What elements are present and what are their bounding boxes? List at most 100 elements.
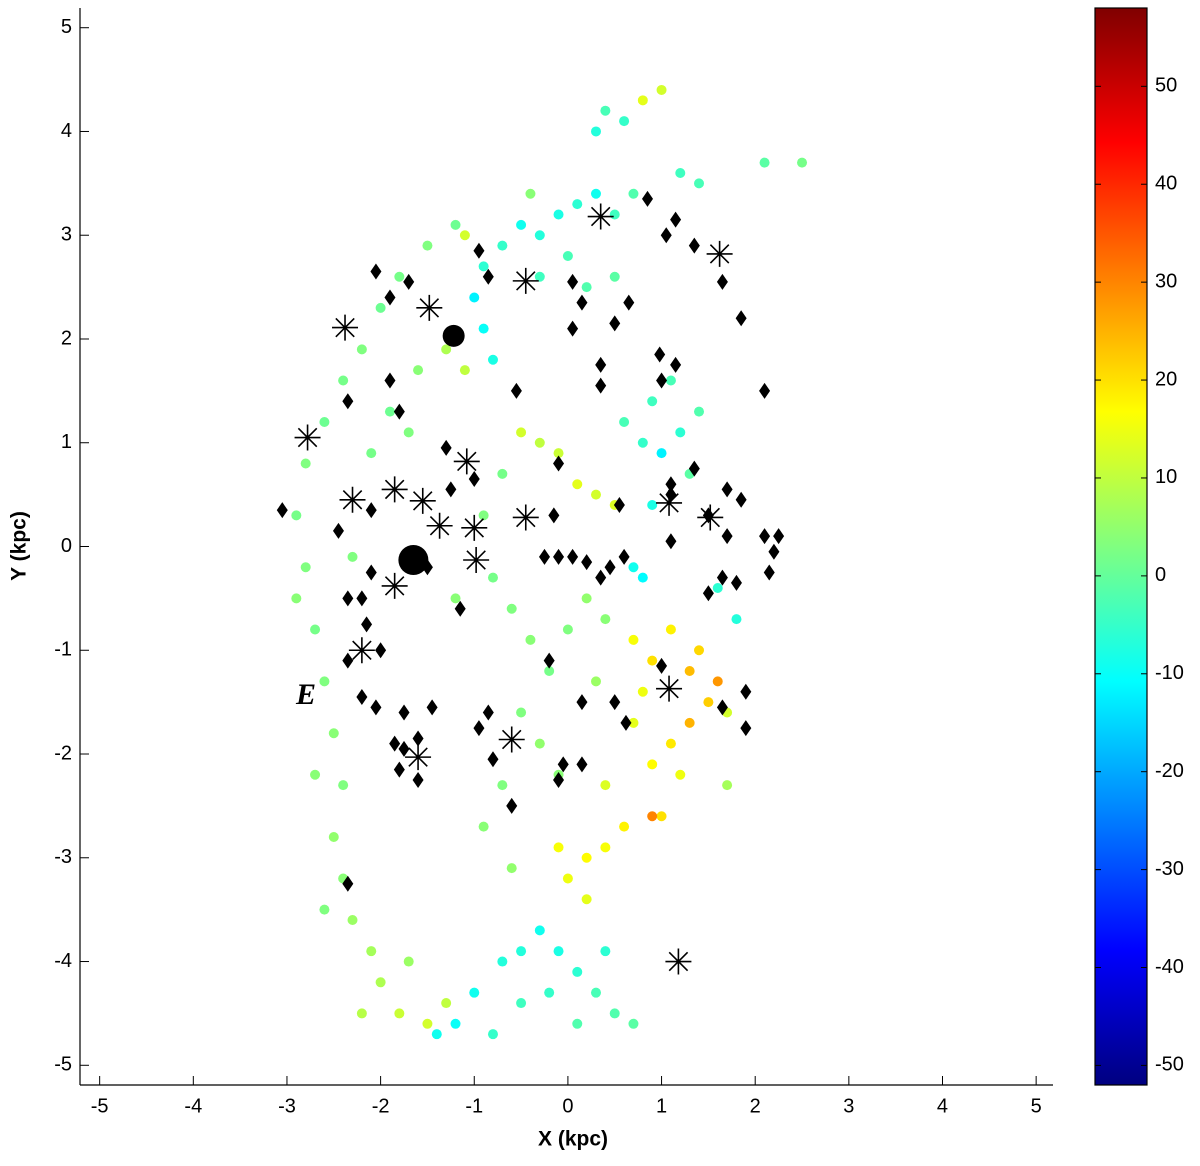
diamond-marker <box>342 590 354 607</box>
diamond-marker <box>613 496 625 513</box>
point <box>319 904 330 915</box>
point <box>338 375 349 386</box>
point <box>562 624 573 635</box>
asterisk-marker <box>463 546 490 573</box>
point <box>609 271 620 282</box>
asterisk-marker <box>587 203 614 230</box>
point <box>797 157 808 168</box>
point <box>619 116 630 127</box>
y-tick-label: 0 <box>61 535 72 557</box>
diamond-marker <box>445 481 457 498</box>
diamond-marker <box>454 600 466 617</box>
asterisk-marker <box>416 294 443 321</box>
point <box>628 1018 639 1029</box>
point <box>722 780 733 791</box>
point <box>497 468 508 479</box>
point <box>637 572 648 583</box>
asterisk-marker <box>512 267 539 294</box>
diamond-marker <box>670 211 682 228</box>
point <box>712 676 723 687</box>
diamond-marker <box>370 699 382 716</box>
point <box>516 946 527 957</box>
point <box>516 427 527 438</box>
diamond-marker <box>576 294 588 311</box>
y-tick-label: -2 <box>54 742 72 764</box>
point <box>487 354 498 365</box>
diamond-marker <box>721 481 733 498</box>
diamond-marker <box>412 771 424 788</box>
diamond-marker <box>356 688 368 705</box>
x-tick-label: -5 <box>91 1095 109 1117</box>
asterisk-marker <box>426 512 453 539</box>
point <box>356 1008 367 1019</box>
diamond-marker <box>365 564 377 581</box>
diamond-marker <box>604 559 616 576</box>
y-tick-label: 5 <box>61 16 72 38</box>
y-tick-label: -3 <box>54 846 72 868</box>
diamond-marker <box>716 569 728 586</box>
point <box>497 780 508 791</box>
point <box>600 842 611 853</box>
colorbar-tick-label: 50 <box>1155 75 1177 97</box>
x-tick-label: 1 <box>656 1095 667 1117</box>
asterisk-marker <box>332 314 359 341</box>
diamond-marker <box>576 694 588 711</box>
point <box>637 686 648 697</box>
diamond-marker <box>276 502 288 519</box>
point <box>356 344 367 355</box>
y-tick-label: -4 <box>54 950 72 972</box>
point <box>478 821 489 832</box>
x-tick-label: -2 <box>372 1095 390 1117</box>
point <box>459 365 470 376</box>
diamond-marker <box>716 699 728 716</box>
diamond-marker <box>759 382 771 399</box>
point <box>694 645 705 656</box>
point <box>291 593 302 604</box>
diamond-marker <box>735 491 747 508</box>
point <box>506 863 517 874</box>
point <box>422 1018 433 1029</box>
diamond-marker <box>403 273 415 290</box>
point <box>375 977 386 988</box>
diamond-marker <box>543 652 555 669</box>
point <box>553 448 564 459</box>
diamond-marker <box>660 227 672 244</box>
point <box>619 416 630 427</box>
diamond-marker <box>773 528 785 545</box>
asterisk-marker <box>512 504 539 531</box>
point <box>581 282 592 293</box>
point <box>534 437 545 448</box>
diamond-marker <box>618 548 630 565</box>
point <box>516 219 527 230</box>
diamond-marker <box>548 507 560 524</box>
diamond-marker <box>342 652 354 669</box>
annotation: E <box>295 678 316 711</box>
plot-area <box>276 84 808 1040</box>
colorbar-tick-label: -10 <box>1155 662 1184 684</box>
asterisk-marker <box>498 726 525 753</box>
diamond-marker <box>426 699 438 716</box>
point <box>665 624 676 635</box>
point <box>506 603 517 614</box>
point <box>431 1029 442 1040</box>
point <box>600 780 611 791</box>
point <box>553 209 564 220</box>
diamond-marker <box>740 683 752 700</box>
point <box>600 105 611 116</box>
asterisk-marker <box>706 240 733 267</box>
point <box>665 375 676 386</box>
asterisk-marker <box>381 476 408 503</box>
point <box>441 344 452 355</box>
point <box>562 250 573 261</box>
diamond-marker <box>356 590 368 607</box>
point <box>534 271 545 282</box>
point <box>450 1018 461 1029</box>
y-tick-label: 2 <box>61 327 72 349</box>
diamond-marker <box>506 797 518 814</box>
point <box>590 676 601 687</box>
point <box>759 157 770 168</box>
point <box>675 769 686 780</box>
x-tick-label: -1 <box>465 1095 483 1117</box>
point <box>413 365 424 376</box>
x-tick-label: 5 <box>1031 1095 1042 1117</box>
